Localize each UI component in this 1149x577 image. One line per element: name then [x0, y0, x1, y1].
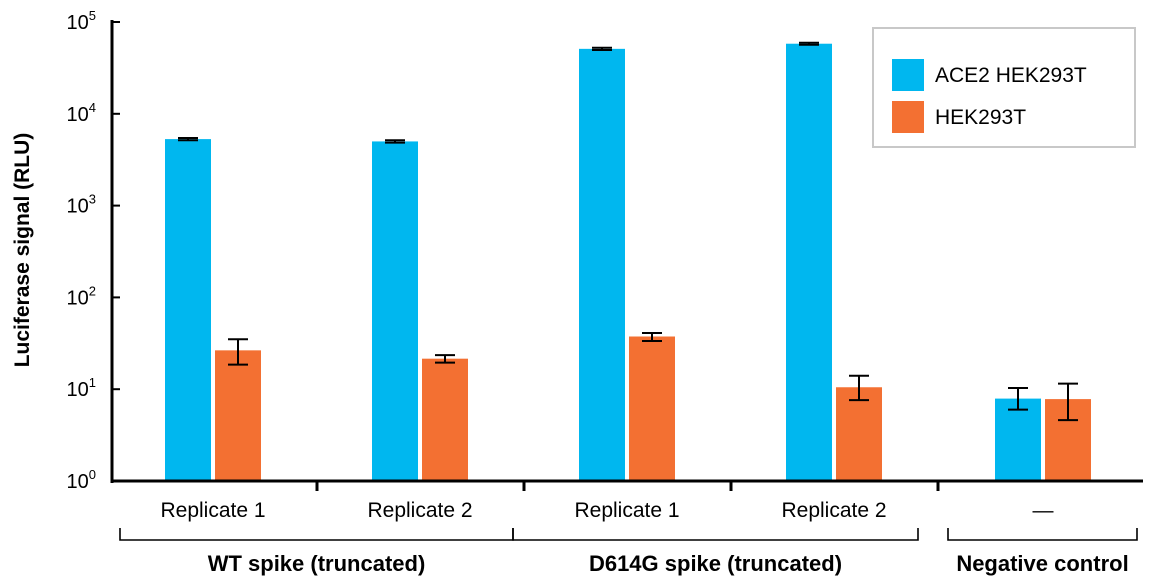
y-tick-label-1: 101 [67, 375, 96, 401]
y-tick-label-0: 100 [67, 467, 96, 493]
y-tick-label-2: 102 [67, 283, 96, 309]
error-bar-ace2-hek293t-4 [1008, 387, 1028, 411]
bar-hek293t-0 [215, 350, 261, 481]
error-bar-hek293t-3 [849, 374, 869, 402]
category-label-3: Replicate 2 [781, 499, 886, 522]
error-bars-layer [178, 41, 1078, 422]
error-bar-ace2-hek293t-2 [592, 46, 612, 52]
group-label-0: WT spike (truncated) [208, 551, 426, 576]
error-bar-hek293t-0 [228, 338, 248, 366]
legend-swatch-ace2-hek293t [892, 59, 924, 91]
legend: ACE2 HEK293T HEK293T [872, 27, 1136, 148]
error-bar-hek293t-4 [1058, 382, 1078, 422]
group-bracket-2 [947, 528, 1138, 541]
bar-hek293t-1 [422, 358, 468, 481]
legend-label-hek293t: HEK293T [935, 106, 1026, 129]
bar-ace2-hek293t-1 [372, 141, 418, 481]
error-bar-ace2-hek293t-3 [799, 41, 819, 46]
legend-label-ace2-hek293t: ACE2 HEK293T [935, 64, 1087, 87]
y-tick-label-4: 104 [67, 100, 96, 126]
category-label-0: Replicate 1 [160, 499, 265, 522]
group-label-2: Negative control [956, 551, 1128, 576]
error-bar-ace2-hek293t-0 [178, 136, 198, 142]
error-bar-hek293t-1 [435, 354, 455, 364]
bar-hek293t-2 [629, 336, 675, 481]
axes-layer: 100 101 102 103 104 105 [67, 8, 1143, 493]
bar-hek293t-3 [836, 387, 882, 481]
bar-ace2-hek293t-3 [786, 43, 832, 481]
error-bar-ace2-hek293t-1 [385, 139, 405, 144]
group-label-1: D614G spike (truncated) [589, 551, 842, 576]
y-tick-label-3: 103 [67, 192, 96, 218]
bar-ace2-hek293t-2 [579, 48, 625, 481]
group-bracket-1 [512, 528, 919, 541]
group-bracket-0 [119, 528, 514, 541]
error-bar-hek293t-2 [642, 331, 662, 343]
y-tick-label-5: 105 [67, 8, 96, 34]
category-label-2: Replicate 1 [574, 499, 679, 522]
legend-swatch-hek293t [892, 101, 924, 133]
bars-layer [165, 43, 1091, 481]
bar-ace2-hek293t-0 [165, 139, 211, 481]
category-labels-layer: Replicate 1 Replicate 2 Replicate 1 Replica… [119, 499, 1138, 576]
category-label-4: — [1033, 499, 1054, 522]
y-axis-title: Luciferase signal (RLU) [11, 133, 34, 368]
bar-ace2-hek293t-4 [995, 398, 1041, 481]
category-label-1: Replicate 2 [367, 499, 472, 522]
